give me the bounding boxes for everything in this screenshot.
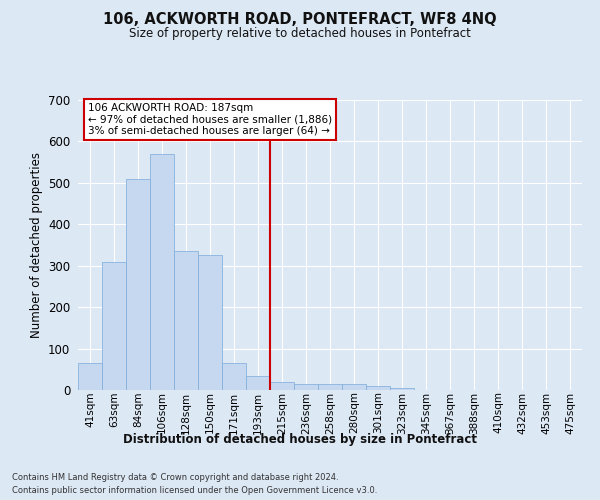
- Bar: [174, 251, 198, 390]
- Bar: [294, 384, 318, 390]
- Text: Distribution of detached houses by size in Pontefract: Distribution of detached houses by size …: [123, 432, 477, 446]
- Bar: [102, 262, 126, 390]
- Bar: [222, 363, 246, 390]
- Text: Size of property relative to detached houses in Pontefract: Size of property relative to detached ho…: [129, 28, 471, 40]
- Bar: [246, 376, 270, 390]
- Bar: [342, 384, 366, 390]
- Text: 106, ACKWORTH ROAD, PONTEFRACT, WF8 4NQ: 106, ACKWORTH ROAD, PONTEFRACT, WF8 4NQ: [103, 12, 497, 28]
- Y-axis label: Number of detached properties: Number of detached properties: [29, 152, 43, 338]
- Text: Contains HM Land Registry data © Crown copyright and database right 2024.: Contains HM Land Registry data © Crown c…: [12, 472, 338, 482]
- Bar: [150, 154, 174, 390]
- Bar: [366, 386, 390, 390]
- Bar: [270, 382, 294, 390]
- Bar: [78, 363, 102, 390]
- Bar: [318, 384, 342, 390]
- Bar: [126, 178, 150, 390]
- Text: 106 ACKWORTH ROAD: 187sqm
← 97% of detached houses are smaller (1,886)
3% of sem: 106 ACKWORTH ROAD: 187sqm ← 97% of detac…: [88, 103, 332, 136]
- Bar: [390, 388, 414, 390]
- Bar: [198, 256, 222, 390]
- Text: Contains public sector information licensed under the Open Government Licence v3: Contains public sector information licen…: [12, 486, 377, 495]
